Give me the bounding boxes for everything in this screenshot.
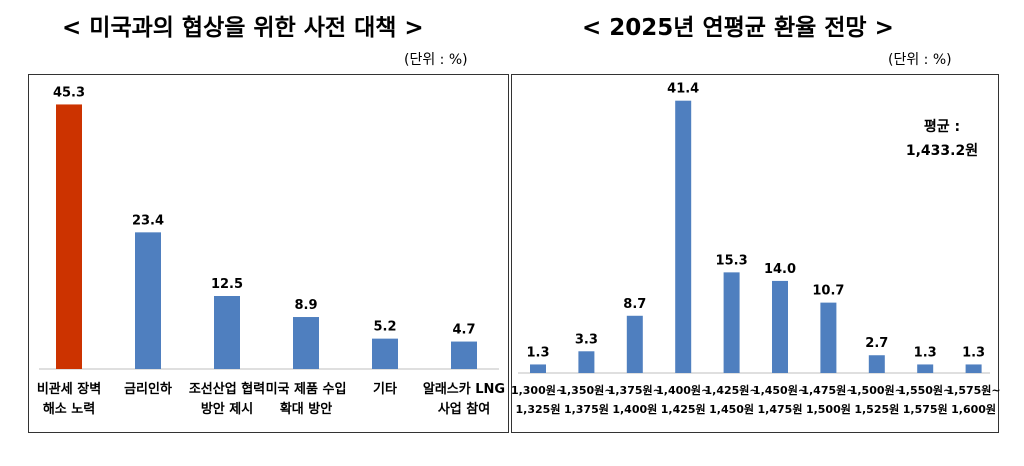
right-average-annotation: 1,433.2원 — [906, 143, 978, 159]
left-value-label: 23.4 — [132, 213, 164, 228]
right-category-label: 1,475원~ — [801, 383, 855, 397]
right-value-label: 8.7 — [623, 297, 646, 312]
left-category-label: 알래스카 LNG — [423, 382, 505, 397]
right-category-label: 1,575원~ — [947, 383, 1001, 397]
right-bar — [723, 272, 740, 373]
right-category-label: 1,350원~ — [559, 383, 613, 397]
right-category-label: 1,375원~ — [608, 383, 662, 397]
left-category-label: 확대 방안 — [280, 401, 332, 417]
right-bar — [772, 280, 788, 373]
right-bar — [675, 100, 692, 374]
right-chart-panel: 1.3 1,300원~ 1,325원 3.3 1,350원~ 1,375원 8.7 1,375… — [511, 74, 1001, 433]
left-value-label: 12.5 — [211, 277, 243, 292]
left-value-label: 4.7 — [452, 323, 475, 338]
right-category-label: 1,400원~ — [656, 383, 710, 397]
right-bar — [868, 355, 885, 373]
right-value-label: 1.3 — [526, 345, 549, 360]
right-category-label: 1,425원~ — [705, 383, 759, 397]
right-bar — [965, 364, 982, 373]
right-value-label: 3.3 — [575, 332, 598, 347]
right-category-label: 1,600원 — [951, 402, 996, 416]
right-chart-title: < 2025년 연평균 환율 전망 > — [582, 15, 894, 41]
left-chart-title: < 미국과의 협상을 위한 사전 대책 > — [62, 15, 424, 41]
left-category-label: 방안 제시 — [201, 401, 253, 417]
right-unit-label: (단위 : %) — [888, 52, 952, 68]
right-category-label: 1,325원 — [516, 402, 561, 416]
left-category-label: 금리인하 — [124, 381, 172, 397]
right-value-label: 1.3 — [914, 345, 937, 360]
right-bar-chart: 1.3 1,300원~ 1,325원 3.3 1,350원~ 1,375원 8.7 1,375… — [511, 82, 1001, 416]
right-bar — [578, 351, 595, 373]
right-value-label: 41.4 — [667, 82, 699, 97]
right-value-label: 2.7 — [865, 336, 888, 351]
right-average-annotation: 평균 : — [924, 118, 960, 135]
left-value-label: 8.9 — [294, 298, 317, 313]
right-bar — [820, 302, 837, 373]
right-value-label: 1.3 — [962, 345, 985, 360]
right-value-label: 10.7 — [812, 284, 844, 299]
left-category-label: 해소 노력 — [43, 401, 95, 417]
right-category-label: 1,400원 — [612, 402, 657, 416]
right-category-label: 1,450원~ — [753, 383, 807, 397]
left-bar — [372, 338, 398, 369]
right-category-label: 1,475원 — [758, 402, 803, 416]
left-category-label: 비관세 장벽 — [37, 381, 101, 397]
left-bar — [451, 341, 477, 369]
left-category-label: 조선산업 협력 — [189, 381, 265, 397]
left-bar — [56, 104, 82, 369]
right-category-label: 1,575원 — [903, 402, 948, 416]
right-category-label: 1,375원 — [564, 402, 609, 416]
right-category-label: 1,300원~ — [511, 383, 565, 397]
left-category-label: 미국 제품 수입 — [266, 381, 347, 397]
left-unit-label: (단위 : %) — [404, 52, 468, 68]
left-bar — [214, 296, 240, 369]
left-category-label: 사업 참여 — [438, 401, 490, 417]
right-value-label: 14.0 — [764, 262, 796, 277]
right-bar — [530, 364, 546, 373]
right-category-label: 1,500원~ — [850, 383, 904, 397]
right-bar — [626, 315, 643, 373]
right-category-label: 1,425원 — [661, 402, 706, 416]
left-bar — [293, 317, 319, 369]
right-category-label: 1,450원 — [709, 402, 754, 416]
right-value-label: 15.3 — [716, 253, 748, 268]
left-category-label: 기타 — [373, 381, 397, 397]
right-category-label: 1,550원~ — [898, 383, 952, 397]
left-value-label: 5.2 — [373, 320, 396, 335]
right-category-label: 1,525원 — [854, 402, 899, 416]
left-bar — [135, 232, 161, 369]
right-category-label: 1,500원 — [806, 402, 851, 416]
left-value-label: 45.3 — [53, 85, 85, 100]
right-bar — [917, 364, 934, 373]
